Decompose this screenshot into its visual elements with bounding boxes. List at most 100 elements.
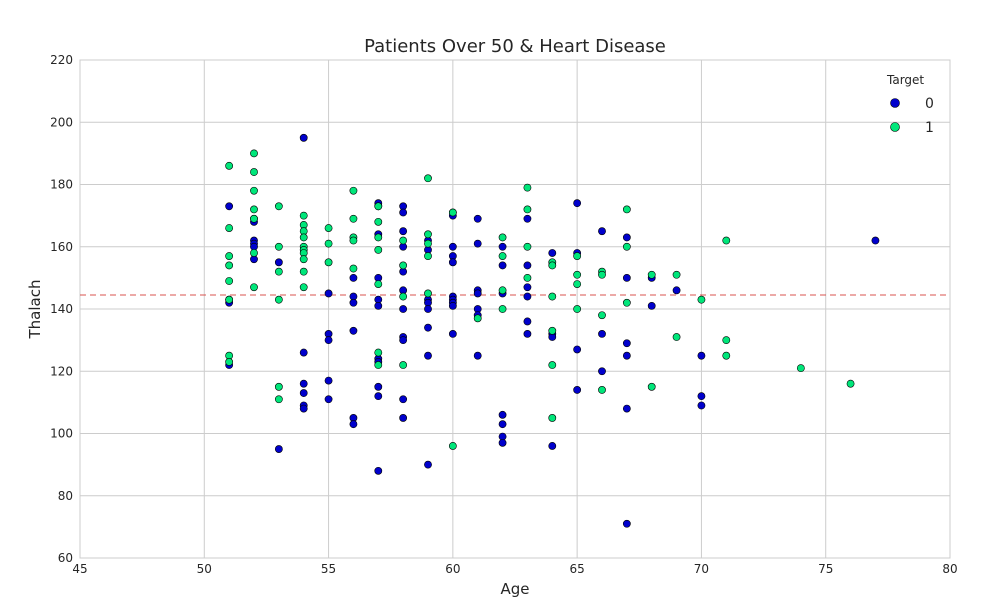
y-tick-label: 120 <box>50 364 73 378</box>
data-point-target-0 <box>622 273 631 282</box>
data-point-target-1 <box>374 280 383 288</box>
data-point-target-0 <box>573 199 582 208</box>
data-point-target-0 <box>473 214 482 223</box>
data-point-target-1 <box>324 258 333 267</box>
data-point-target-1 <box>274 295 283 304</box>
data-point-target-1 <box>647 382 656 391</box>
data-point-target-1 <box>324 224 333 232</box>
data-point-target-1 <box>324 239 333 248</box>
data-point-target-0 <box>374 382 383 391</box>
data-point-target-0 <box>697 401 706 410</box>
x-axis-title: Age <box>500 580 529 598</box>
data-point-target-0 <box>697 392 706 401</box>
data-point-target-1 <box>274 202 283 211</box>
data-point-target-1 <box>225 261 234 270</box>
legend: Target 0 1 <box>886 73 934 136</box>
data-point-target-1 <box>573 280 582 288</box>
data-point-target-0 <box>424 323 432 332</box>
x-tick-label: 60 <box>445 562 460 576</box>
gridlines <box>79 59 951 559</box>
data-point-target-1 <box>523 205 532 214</box>
x-tick-label: 65 <box>570 562 585 576</box>
data-point-target-1 <box>548 326 557 335</box>
data-point-target-0 <box>448 258 457 267</box>
data-point-target-1 <box>622 298 631 307</box>
data-point-target-0 <box>299 133 308 142</box>
data-point-target-1 <box>349 186 358 195</box>
data-point-target-0 <box>548 249 557 257</box>
data-point-target-1 <box>274 242 283 251</box>
data-point-target-1 <box>598 311 606 320</box>
y-axis-title: Thalach <box>26 280 44 340</box>
data-point-target-0 <box>473 351 482 360</box>
data-point-target-1 <box>498 286 507 295</box>
data-point-target-0 <box>498 242 507 251</box>
data-point-target-1 <box>299 211 308 220</box>
data-point-target-1 <box>250 205 258 214</box>
data-point-target-0 <box>498 438 507 447</box>
data-point-target-1 <box>523 242 532 251</box>
data-point-target-0 <box>448 301 457 310</box>
data-point-target-0 <box>349 420 358 429</box>
data-point-target-0 <box>523 283 532 292</box>
data-point-target-0 <box>349 273 358 282</box>
data-point-target-0 <box>573 386 582 394</box>
data-point-target-1 <box>374 202 383 211</box>
data-point-target-0 <box>448 329 457 338</box>
data-point-target-0 <box>598 329 606 338</box>
data-point-target-1 <box>250 168 258 176</box>
data-point-target-1 <box>647 270 656 279</box>
x-tick-label: 70 <box>694 562 709 576</box>
data-point-target-1 <box>722 351 731 360</box>
legend-marker-1 <box>890 122 900 132</box>
data-point-target-1 <box>548 261 557 270</box>
data-point-target-1 <box>498 252 507 260</box>
data-point-target-0 <box>399 336 408 345</box>
data-point-target-1 <box>598 386 606 394</box>
data-point-target-0 <box>697 351 706 360</box>
data-point-target-1 <box>424 289 432 298</box>
y-tick-label: 60 <box>58 551 73 565</box>
chart-title: Patients Over 50 & Heart Disease <box>364 36 666 57</box>
data-point-target-1 <box>250 249 258 257</box>
data-point-target-1 <box>274 382 283 391</box>
data-point-target-0 <box>622 404 631 413</box>
data-point-target-0 <box>598 227 606 236</box>
data-point-target-1 <box>622 242 631 251</box>
data-point-target-1 <box>374 348 383 357</box>
data-point-target-1 <box>672 333 681 341</box>
data-point-target-1 <box>250 186 258 195</box>
data-point-target-1 <box>523 183 532 192</box>
data-point-target-0 <box>399 395 408 404</box>
data-point-target-1 <box>548 414 557 422</box>
data-point-target-1 <box>622 205 631 214</box>
x-tick-label: 55 <box>321 562 336 576</box>
data-point-target-1 <box>573 270 582 279</box>
data-point-target-1 <box>374 361 383 369</box>
data-point-target-0 <box>274 445 283 453</box>
data-point-target-0 <box>598 367 606 376</box>
data-point-target-1 <box>548 292 557 301</box>
data-point-target-0 <box>448 242 457 251</box>
data-point-target-0 <box>225 202 234 211</box>
data-point-target-0 <box>349 298 358 307</box>
data-point-target-1 <box>299 283 308 292</box>
data-point-target-1 <box>573 305 582 313</box>
data-point-target-1 <box>374 245 383 254</box>
data-point-target-1 <box>846 379 855 388</box>
data-point-target-1 <box>796 364 805 373</box>
data-point-target-1 <box>498 305 507 313</box>
y-tick-label: 220 <box>50 53 73 67</box>
data-point-target-1 <box>225 252 234 260</box>
data-point-target-0 <box>424 305 432 313</box>
data-point-target-0 <box>374 392 383 401</box>
data-point-target-1 <box>598 270 606 279</box>
legend-label-0: 0 <box>925 96 934 112</box>
data-point-target-1 <box>250 283 258 292</box>
legend-marker-0 <box>890 98 900 108</box>
data-point-target-0 <box>374 301 383 310</box>
data-point-target-1 <box>399 292 408 301</box>
y-tick-label: 140 <box>50 302 73 316</box>
data-point-target-0 <box>622 339 631 348</box>
data-point-target-1 <box>399 261 408 270</box>
